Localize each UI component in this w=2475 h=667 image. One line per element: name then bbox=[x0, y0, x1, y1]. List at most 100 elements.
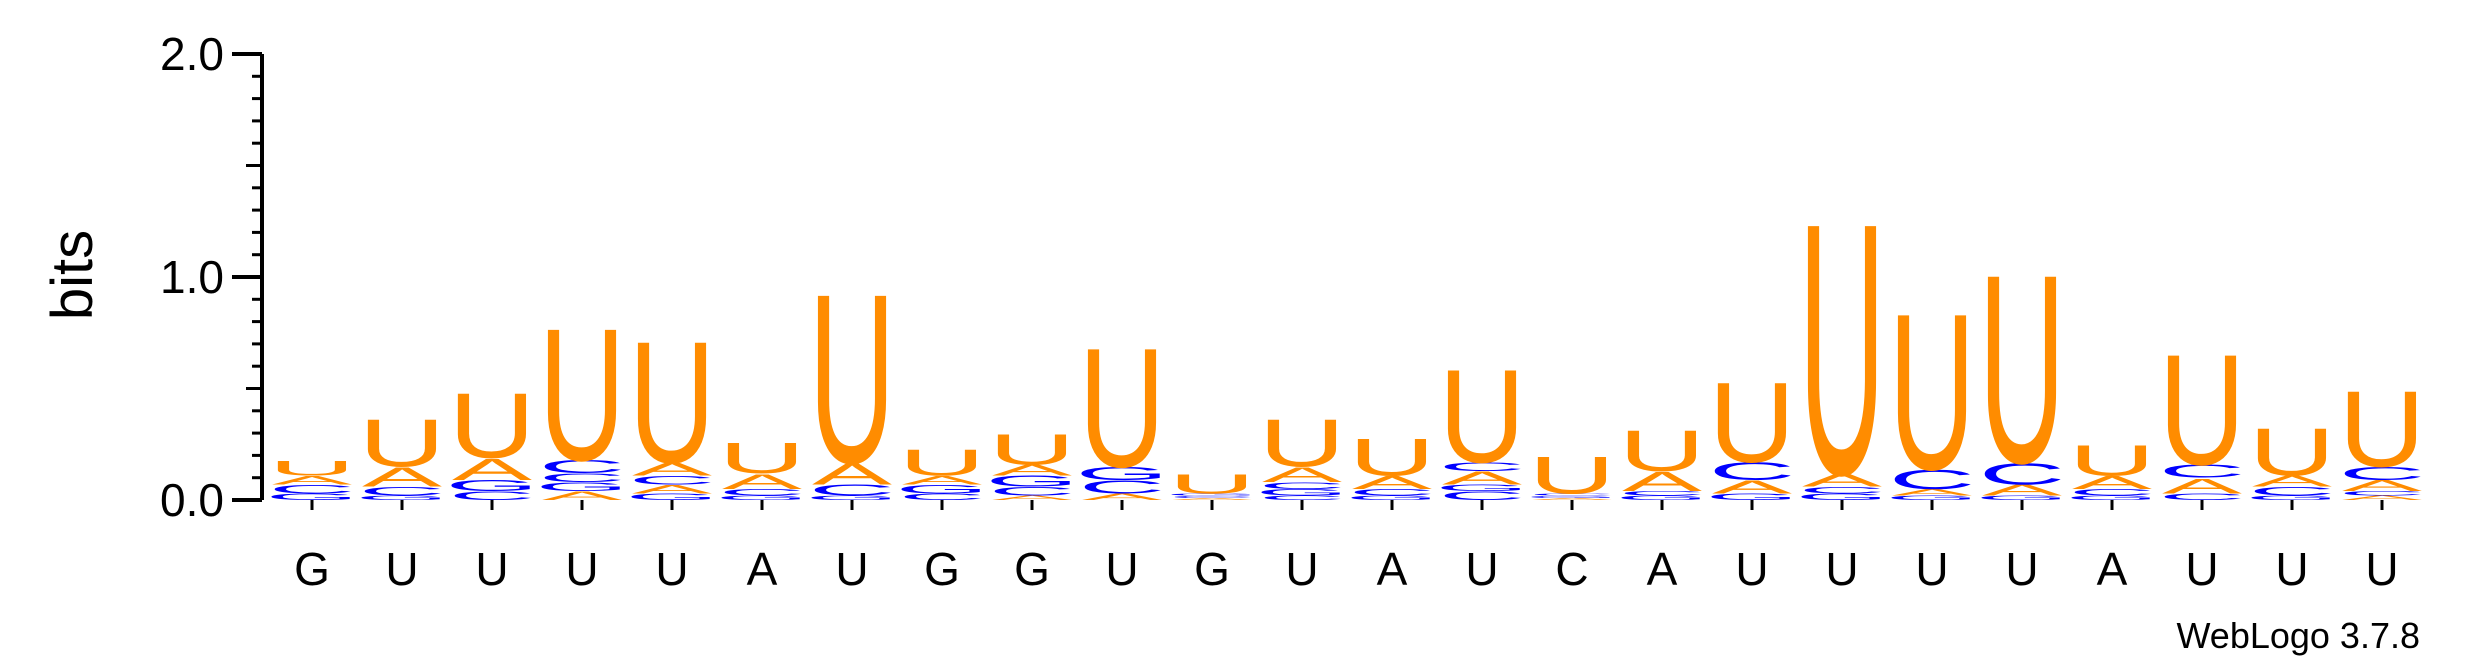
logo-letter-G: G bbox=[2245, 494, 2338, 501]
y-axis: 0.0 1.0 2.0 bbox=[160, 28, 264, 526]
logo-letter-U: U bbox=[2339, 369, 2426, 490]
sequence-label: U bbox=[1465, 543, 1498, 595]
logo-letter-A: A bbox=[542, 489, 622, 503]
sequence-label: U bbox=[2365, 543, 2398, 595]
logo-letter-U: U bbox=[629, 305, 716, 499]
logo-letter-C: C bbox=[629, 473, 716, 487]
logo-letter-U: U bbox=[1439, 341, 1526, 490]
logo-letter-U: U bbox=[2069, 437, 2156, 486]
logo-letter-G: G bbox=[1705, 492, 1798, 502]
logo-letter-C: C bbox=[1439, 460, 1526, 474]
logo-letter-U: U bbox=[719, 434, 806, 483]
logo-letter-U: U bbox=[809, 244, 896, 514]
logo-letter-A: A bbox=[2252, 473, 2332, 490]
sequence-label: G bbox=[1194, 543, 1230, 595]
logo-letter-G: G bbox=[445, 477, 538, 494]
weblogo-credit: WebLogo 3.7.8 bbox=[2176, 615, 2420, 656]
logo-letter-U: U bbox=[359, 405, 446, 481]
logo-letter-C: C bbox=[2069, 487, 2156, 497]
sequence-label: U bbox=[2005, 543, 2038, 595]
logo-letter-C: C bbox=[899, 492, 986, 502]
logo-letter-G: G bbox=[1525, 495, 1618, 498]
logo-letter-C: C bbox=[1709, 458, 1796, 485]
logo-letter-G: G bbox=[985, 473, 1078, 490]
sequence-label: A bbox=[2097, 543, 2128, 595]
logo-letter-C: C bbox=[2339, 490, 2426, 497]
logo-letter-G: G bbox=[1345, 494, 1438, 501]
sequence-label: U bbox=[385, 543, 418, 595]
logo-letter-U: U bbox=[1619, 418, 1706, 484]
logo-letter-A: A bbox=[362, 462, 442, 493]
sequence-label: U bbox=[655, 543, 688, 595]
logo-letter-C: C bbox=[539, 457, 626, 478]
logo-letter-C: C bbox=[539, 471, 626, 485]
logo-letter-G: G bbox=[895, 482, 988, 496]
logo-letter-A: A bbox=[2342, 477, 2422, 494]
logo-letter-C: C bbox=[1259, 481, 1346, 491]
sequence-label: U bbox=[1735, 543, 1768, 595]
logo-letter-U: U bbox=[1799, 149, 1886, 550]
logo-letter-G: G bbox=[805, 494, 898, 501]
sequence-label: U bbox=[2185, 543, 2218, 595]
logo-letter-A: A bbox=[2162, 474, 2243, 498]
logo-letter-C: C bbox=[1799, 485, 1886, 495]
logo-letter-U: U bbox=[1079, 314, 1166, 504]
logo-letter-G: G bbox=[1435, 483, 1528, 493]
logo-letter-U: U bbox=[539, 289, 626, 500]
sequence-label: U bbox=[475, 543, 508, 595]
logo-letter-C: C bbox=[1259, 494, 1346, 501]
logo-letter-A: A bbox=[632, 459, 713, 480]
logo-letter-U: U bbox=[449, 374, 536, 478]
logo-letter-A: A bbox=[1802, 470, 1883, 491]
logo-letter-G: G bbox=[2065, 494, 2158, 501]
logo-letter-C: C bbox=[1619, 490, 1706, 497]
sequence-label: U bbox=[1285, 543, 1318, 595]
logo-letter-C: C bbox=[989, 485, 1076, 499]
y-axis-title: bits bbox=[40, 230, 105, 320]
logo-letter-A: A bbox=[452, 452, 533, 487]
logo-letter-A: A bbox=[812, 456, 893, 491]
sequence-label: U bbox=[1915, 543, 1948, 595]
logo-letter-C: C bbox=[2159, 492, 2246, 502]
sequence-label: G bbox=[1014, 543, 1050, 595]
sequence-label: A bbox=[747, 543, 778, 595]
logo-letter-U: U bbox=[2159, 321, 2246, 498]
logo-letter-C: C bbox=[1529, 493, 1616, 496]
logo-letter-G: G bbox=[535, 480, 628, 494]
logo-letter-A: A bbox=[992, 494, 1073, 501]
logo-letter-C: C bbox=[2249, 485, 2336, 499]
logo-letter-A: A bbox=[632, 482, 712, 496]
logo-letter-A: A bbox=[1442, 468, 1523, 489]
sequence-label: U bbox=[835, 543, 868, 595]
logo-letter-U: U bbox=[1979, 219, 2066, 520]
sequence-labels: G U U U U A U G G U G U A U C A U U U U A U U U bbox=[294, 500, 2399, 595]
logo-letter-C: C bbox=[2339, 463, 2426, 484]
logo-letter-U: U bbox=[1889, 267, 1976, 516]
logo-letter-U: U bbox=[899, 442, 986, 483]
logo-letter-A: A bbox=[2342, 494, 2423, 501]
sequence-label: U bbox=[1825, 543, 1858, 595]
logo-letter-C: C bbox=[269, 482, 356, 496]
logo-letter-A: A bbox=[1352, 472, 1433, 493]
sequence-label: U bbox=[1105, 543, 1138, 595]
logo-letter-A: A bbox=[992, 462, 1072, 479]
logo-letter-G: G bbox=[1885, 494, 1978, 501]
logo-letter-A: A bbox=[1712, 477, 1793, 498]
logo-letter-U: U bbox=[1349, 428, 1436, 487]
logo-letter-G: G bbox=[1615, 494, 1708, 501]
sequence-label: G bbox=[924, 543, 960, 595]
logo-letter-U: U bbox=[1709, 359, 1796, 487]
logo-letter-C: C bbox=[1979, 456, 2066, 491]
logo-letter-G: G bbox=[715, 494, 808, 501]
logo-letter-A: A bbox=[1082, 492, 1162, 502]
logo-letter-G: G bbox=[355, 494, 448, 501]
logo-letter-G: G bbox=[1255, 487, 1348, 497]
sequence-label: A bbox=[1647, 543, 1678, 595]
logo-letter-A: A bbox=[902, 473, 982, 487]
logo-letter-C: C bbox=[449, 489, 536, 503]
sequence-label: G bbox=[294, 543, 330, 595]
y-tick-label: 0.0 bbox=[160, 474, 224, 526]
logo-letter-C: C bbox=[1349, 487, 1436, 497]
y-tick-label: 1.0 bbox=[160, 251, 224, 303]
